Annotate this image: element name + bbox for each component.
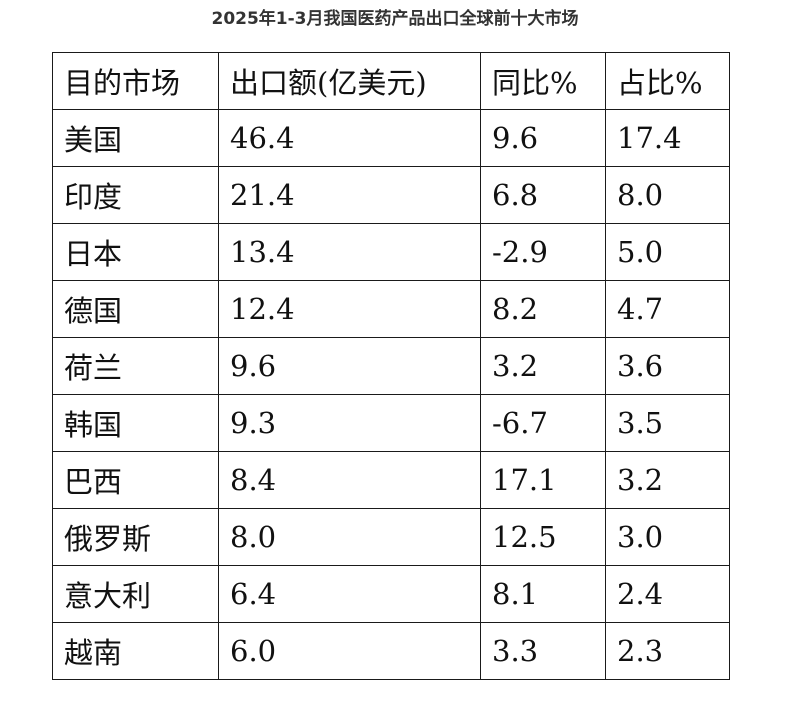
cell-yoy: -6.7 [480,394,606,452]
cell-market: 巴西 [52,451,219,509]
table-row: 越南 6.0 3.3 2.3 [52,622,730,680]
cell-share: 2.3 [605,622,730,680]
export-markets-table: 目的市场 出口额(亿美元) 同比% 占比% 美国 46.4 9.6 17.4 印度 21.… [52,52,730,680]
cell-market: 印度 [52,166,219,224]
cell-market: 日本 [52,223,219,281]
table-row: 荷兰 9.6 3.2 3.6 [52,337,730,395]
cell-export-value: 6.4 [218,565,481,623]
cell-yoy: -2.9 [480,223,606,281]
table-row: 巴西 8.4 17.1 3.2 [52,451,730,509]
cell-export-value: 13.4 [218,223,481,281]
cell-share: 5.0 [605,223,730,281]
cell-yoy: 8.2 [480,280,606,338]
cell-share: 4.7 [605,280,730,338]
cell-export-value: 46.4 [218,109,481,167]
cell-market: 越南 [52,622,219,680]
cell-share: 3.0 [605,508,730,566]
cell-export-value: 6.0 [218,622,481,680]
cell-share: 3.6 [605,337,730,395]
cell-market: 意大利 [52,565,219,623]
cell-yoy: 9.6 [480,109,606,167]
cell-yoy: 17.1 [480,451,606,509]
table-row: 印度 21.4 6.8 8.0 [52,166,730,224]
table-header-row: 目的市场 出口额(亿美元) 同比% 占比% [52,52,730,110]
cell-share: 2.4 [605,565,730,623]
cell-export-value: 9.3 [218,394,481,452]
table-row: 俄罗斯 8.0 12.5 3.0 [52,508,730,566]
cell-yoy: 8.1 [480,565,606,623]
cell-market: 美国 [52,109,219,167]
table-row: 意大利 6.4 8.1 2.4 [52,565,730,623]
cell-share: 17.4 [605,109,730,167]
cell-share: 3.2 [605,451,730,509]
table-row: 日本 13.4 -2.9 5.0 [52,223,730,281]
cell-market: 德国 [52,280,219,338]
cell-export-value: 21.4 [218,166,481,224]
cell-export-value: 9.6 [218,337,481,395]
cell-export-value: 8.0 [218,508,481,566]
cell-share: 3.5 [605,394,730,452]
table-row: 美国 46.4 9.6 17.4 [52,109,730,167]
cell-export-value: 12.4 [218,280,481,338]
header-market: 目的市场 [52,52,219,110]
table-body: 美国 46.4 9.6 17.4 印度 21.4 6.8 8.0 日本 13.4 -2.9 5.0 德国… [52,109,730,680]
cell-yoy: 6.8 [480,166,606,224]
cell-export-value: 8.4 [218,451,481,509]
header-share: 占比% [605,52,730,110]
table-row: 德国 12.4 8.2 4.7 [52,280,730,338]
cell-market: 俄罗斯 [52,508,219,566]
cell-yoy: 12.5 [480,508,606,566]
cell-yoy: 3.2 [480,337,606,395]
chart-title: 2025年1-3月我国医药产品出口全球前十大市场 [211,9,579,29]
header-yoy: 同比% [480,52,606,110]
cell-yoy: 3.3 [480,622,606,680]
table-row: 韩国 9.3 -6.7 3.5 [52,394,730,452]
cell-share: 8.0 [605,166,730,224]
cell-market: 韩国 [52,394,219,452]
header-export-value: 出口额(亿美元) [218,52,481,110]
cell-market: 荷兰 [52,337,219,395]
